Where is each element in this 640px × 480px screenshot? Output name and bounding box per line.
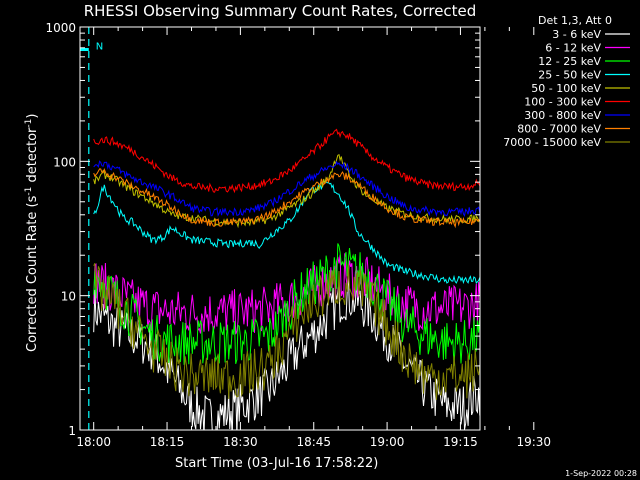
- legend-label-7: 800 - 7000 keV: [517, 123, 601, 136]
- legend-label-4: 50 - 100 keV: [531, 82, 601, 95]
- y-axis-label-sup2: -1: [24, 119, 34, 128]
- x-tick-label: 19:00: [370, 435, 405, 449]
- x-tick-label: 19:15: [443, 435, 478, 449]
- x-tick-label: 18:00: [76, 435, 111, 449]
- chart-title: RHESSI Observing Summary Count Rates, Co…: [84, 2, 477, 20]
- footer-date: 1-Sep-2022 00:28: [565, 469, 637, 478]
- flag-layer: NS: [80, 27, 103, 430]
- x-tick-label: 18:15: [150, 435, 185, 449]
- x-tick-label: 18:45: [296, 435, 331, 449]
- legend-label-5: 100 - 300 keV: [524, 96, 601, 109]
- series-layer: [93, 128, 480, 430]
- y-tick-label: 100: [53, 155, 76, 169]
- series-line-7: [93, 168, 480, 229]
- y-axis-label-sup1: -1: [24, 187, 34, 196]
- y-axis-label-prefix: Corrected Count Rate (s: [25, 195, 40, 352]
- x-axis: 18:00 18:15 18:30 18:45 19:00 19:15 19:30: [76, 27, 551, 449]
- y-axis-label-suffix: ): [25, 114, 40, 119]
- plot-area: NS: [79, 26, 481, 431]
- y-axis-label-mid: detector: [25, 127, 40, 187]
- plot-frame: [79, 26, 481, 431]
- series-line-6: [93, 160, 480, 217]
- y-tick-label: 1000: [45, 21, 76, 35]
- flag-label-0: N: [96, 41, 103, 52]
- legend-title: Det 1,3, Att 0: [538, 14, 612, 27]
- legend-label-3: 25 - 50 keV: [538, 69, 601, 82]
- x-tick-label: 18:30: [223, 435, 258, 449]
- y-axis: 1 10 100 1000: [45, 21, 480, 438]
- x-tick-label: 19:30: [516, 435, 551, 449]
- series-line-5: [93, 128, 480, 194]
- legend-label-8: 7000 - 15000 keV: [503, 136, 601, 149]
- legend-label-6: 300 - 800 keV: [524, 109, 601, 122]
- legend-label-2: 12 - 25 keV: [538, 55, 601, 68]
- y-axis-label: Corrected Count Rate (s-1 detector-1): [24, 114, 40, 352]
- y-tick-label: 10: [61, 290, 76, 304]
- y-tick-label: 1: [68, 424, 76, 438]
- x-axis-label: Start Time (03-Jul-16 17:58:22): [175, 456, 378, 471]
- legend-label-0: 3 - 6 keV: [552, 28, 601, 41]
- legend-label-1: 6 - 12 keV: [545, 42, 601, 55]
- series-line-8: [93, 262, 480, 401]
